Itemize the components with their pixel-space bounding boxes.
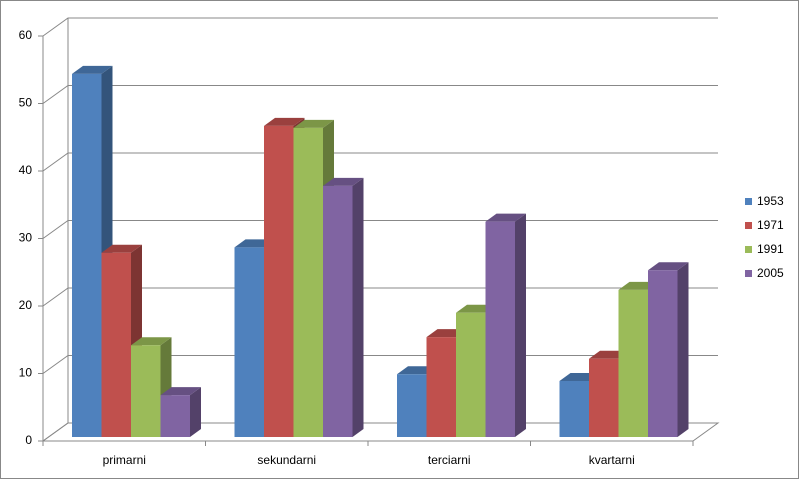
bar-face: [618, 289, 648, 437]
x-tick-label: sekundarni: [257, 453, 316, 467]
x-tick-label: primarni: [103, 453, 146, 467]
legend-label: 1991: [757, 242, 784, 256]
legend-label: 1953: [757, 194, 784, 208]
bar-face: [648, 262, 689, 271]
bar-face: [485, 221, 515, 437]
legend-swatch: [745, 270, 752, 277]
bar: [485, 213, 526, 437]
legend-swatch: [745, 222, 752, 229]
bar-face: [323, 177, 364, 186]
legend-label: 1971: [757, 218, 784, 232]
bar-face: [264, 117, 305, 126]
bar-face: [589, 358, 619, 437]
bar-face: [72, 65, 113, 74]
bar-face: [264, 125, 294, 437]
y-tick-label: 20: [19, 298, 33, 312]
legend-label: 2005: [757, 266, 784, 280]
bar-face: [485, 213, 526, 222]
y-tick-label: 50: [19, 96, 33, 110]
bar-face: [131, 337, 172, 346]
bar-face: [426, 337, 456, 437]
bar: [648, 262, 689, 437]
bar: [323, 177, 364, 437]
bar-face: [160, 387, 201, 396]
bar-face: [352, 177, 364, 437]
y-tick-label: 30: [19, 231, 33, 245]
y-tick-label: 60: [19, 28, 33, 42]
bar-face: [101, 252, 131, 437]
bar-face: [101, 244, 142, 253]
bar-face: [559, 380, 589, 437]
bar: [160, 387, 201, 437]
legend-swatch: [745, 198, 752, 205]
bar-face: [293, 119, 334, 128]
bar-face: [515, 213, 526, 437]
x-tick-label: kvartarni: [589, 453, 635, 467]
y-tick-label: 0: [25, 433, 32, 447]
bar-face: [456, 312, 486, 437]
legend-swatch: [745, 246, 752, 253]
y-tick-label: 10: [19, 366, 33, 380]
bar-face: [160, 395, 190, 437]
bar-face: [323, 185, 353, 437]
bar-face: [131, 345, 161, 437]
bar-face: [190, 387, 201, 437]
bar-face: [648, 270, 678, 437]
bar-face: [397, 374, 427, 437]
x-tick-label: terciarni: [428, 453, 471, 467]
bar-face: [72, 73, 102, 437]
bar-face: [293, 127, 323, 437]
bar-face: [234, 247, 264, 437]
bar-face: [677, 262, 689, 437]
y-tick-label: 40: [19, 163, 33, 177]
